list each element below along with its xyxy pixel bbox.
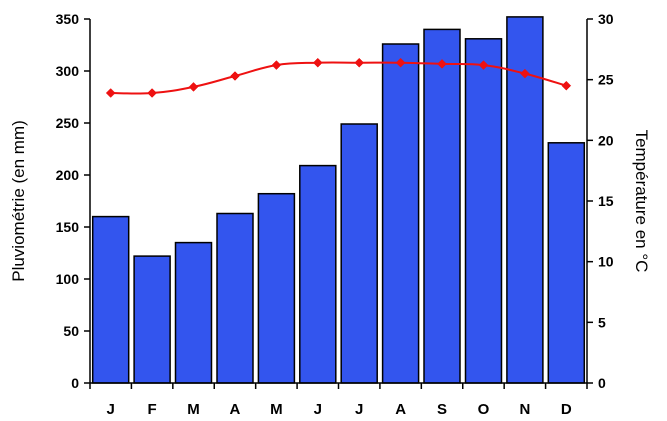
- right-tick-label: 5: [598, 314, 606, 330]
- x-tick-label: A: [395, 401, 406, 418]
- bar-9: [424, 29, 460, 383]
- y-axis-title-left: Pluviométrie (en mm): [9, 120, 28, 282]
- x-tick-label: N: [519, 401, 530, 418]
- bar-8: [383, 44, 419, 383]
- bar-2: [134, 256, 170, 383]
- left-tick-label: 200: [56, 167, 80, 183]
- right-tick-label: 20: [598, 132, 614, 148]
- left-tick-label: 350: [56, 11, 80, 27]
- bar-12: [548, 143, 584, 383]
- left-tick-label: 300: [56, 63, 80, 79]
- x-tick-label: O: [478, 401, 490, 418]
- right-tick-label: 10: [598, 254, 614, 270]
- x-tick-label: J: [355, 401, 363, 418]
- x-tick-label: A: [230, 401, 241, 418]
- right-tick-label: 25: [598, 72, 614, 88]
- y-axis-title-right: Température en °C: [632, 130, 651, 273]
- bar-3: [176, 243, 212, 383]
- temperature-point-1: [106, 89, 115, 98]
- x-tick-label: F: [148, 401, 157, 418]
- bar-10: [466, 39, 502, 383]
- x-tick-label: M: [270, 401, 283, 418]
- right-tick-label: 30: [598, 11, 614, 27]
- left-tick-label: 150: [56, 219, 80, 235]
- x-tick-label: J: [314, 401, 322, 418]
- x-tick-label: M: [187, 401, 200, 418]
- left-tick-label: 100: [56, 271, 80, 287]
- right-tick-label: 15: [598, 193, 614, 209]
- bar-6: [300, 166, 336, 383]
- temperature-point-3: [189, 82, 198, 91]
- left-tick-label: 50: [63, 323, 79, 339]
- bar-7: [341, 124, 377, 383]
- left-tick-label: 0: [71, 375, 79, 391]
- x-tick-label: S: [437, 401, 447, 418]
- temperature-point-2: [148, 89, 157, 98]
- temperature-point-12: [562, 81, 571, 90]
- bar-1: [93, 217, 129, 383]
- x-tick-label: D: [561, 401, 572, 418]
- temperature-point-7: [355, 58, 364, 67]
- temperature-point-6: [313, 58, 322, 67]
- right-tick-label: 0: [598, 375, 606, 391]
- temperature-point-5: [272, 61, 281, 70]
- bar-4: [217, 214, 253, 384]
- temperature-point-4: [231, 72, 240, 81]
- precipitation-bars: [93, 17, 585, 383]
- x-tick-label: J: [107, 401, 115, 418]
- left-tick-label: 250: [56, 115, 80, 131]
- bar-5: [258, 194, 294, 383]
